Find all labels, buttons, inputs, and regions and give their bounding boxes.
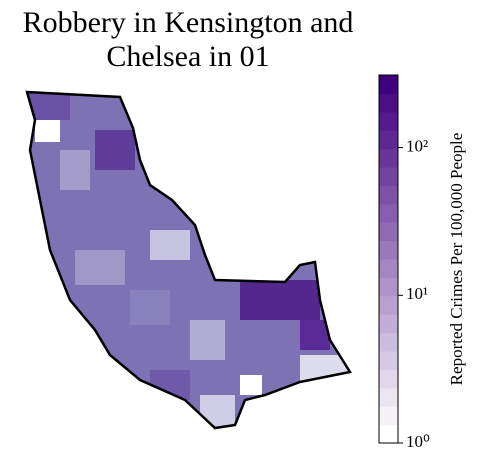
- colorbar-band: [379, 167, 398, 186]
- colorbar-band: [379, 277, 398, 297]
- colorbar: 10⁰ 10¹ 10²: [378, 74, 430, 451]
- colorbar-band: [379, 351, 398, 370]
- colorbar-label: Reported Crimes Per 100,000 People: [447, 133, 466, 386]
- colorbar-band: [379, 295, 398, 315]
- colorbar-band: [379, 332, 398, 352]
- colorbar-band: [379, 185, 398, 205]
- colorbar-band: [379, 424, 398, 444]
- colorbar-band: [379, 369, 398, 389]
- colorbar-band: [379, 240, 398, 260]
- colorbar-tick-label: 10²: [406, 136, 428, 155]
- colorbar-band: [379, 259, 398, 278]
- colorbar-tick-label: 10¹: [406, 284, 428, 303]
- chart-title: Robbery in Kensington and Chelsea in 01: [22, 6, 354, 73]
- colorbar-band: [379, 148, 398, 168]
- colorbar-frame: [378, 74, 399, 444]
- colorbar-band: [379, 406, 398, 426]
- colorbar-band: [379, 387, 398, 407]
- colorbar-band: [379, 314, 398, 334]
- colorbar-band: [379, 93, 398, 113]
- colorbar-band: [379, 130, 398, 150]
- colorbar-band: [379, 203, 398, 223]
- colorbar-band: [379, 222, 398, 242]
- borough-outline: [25, 90, 353, 430]
- colorbar-band: [379, 75, 398, 94]
- colorbar-tick-label: 10⁰: [406, 432, 430, 451]
- colorbar-band: [379, 111, 398, 131]
